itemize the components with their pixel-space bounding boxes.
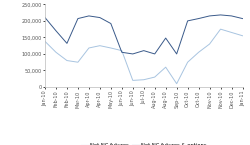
Legend: Net NC futures, Net NC futures & options: Net NC futures, Net NC futures & options bbox=[78, 141, 209, 145]
